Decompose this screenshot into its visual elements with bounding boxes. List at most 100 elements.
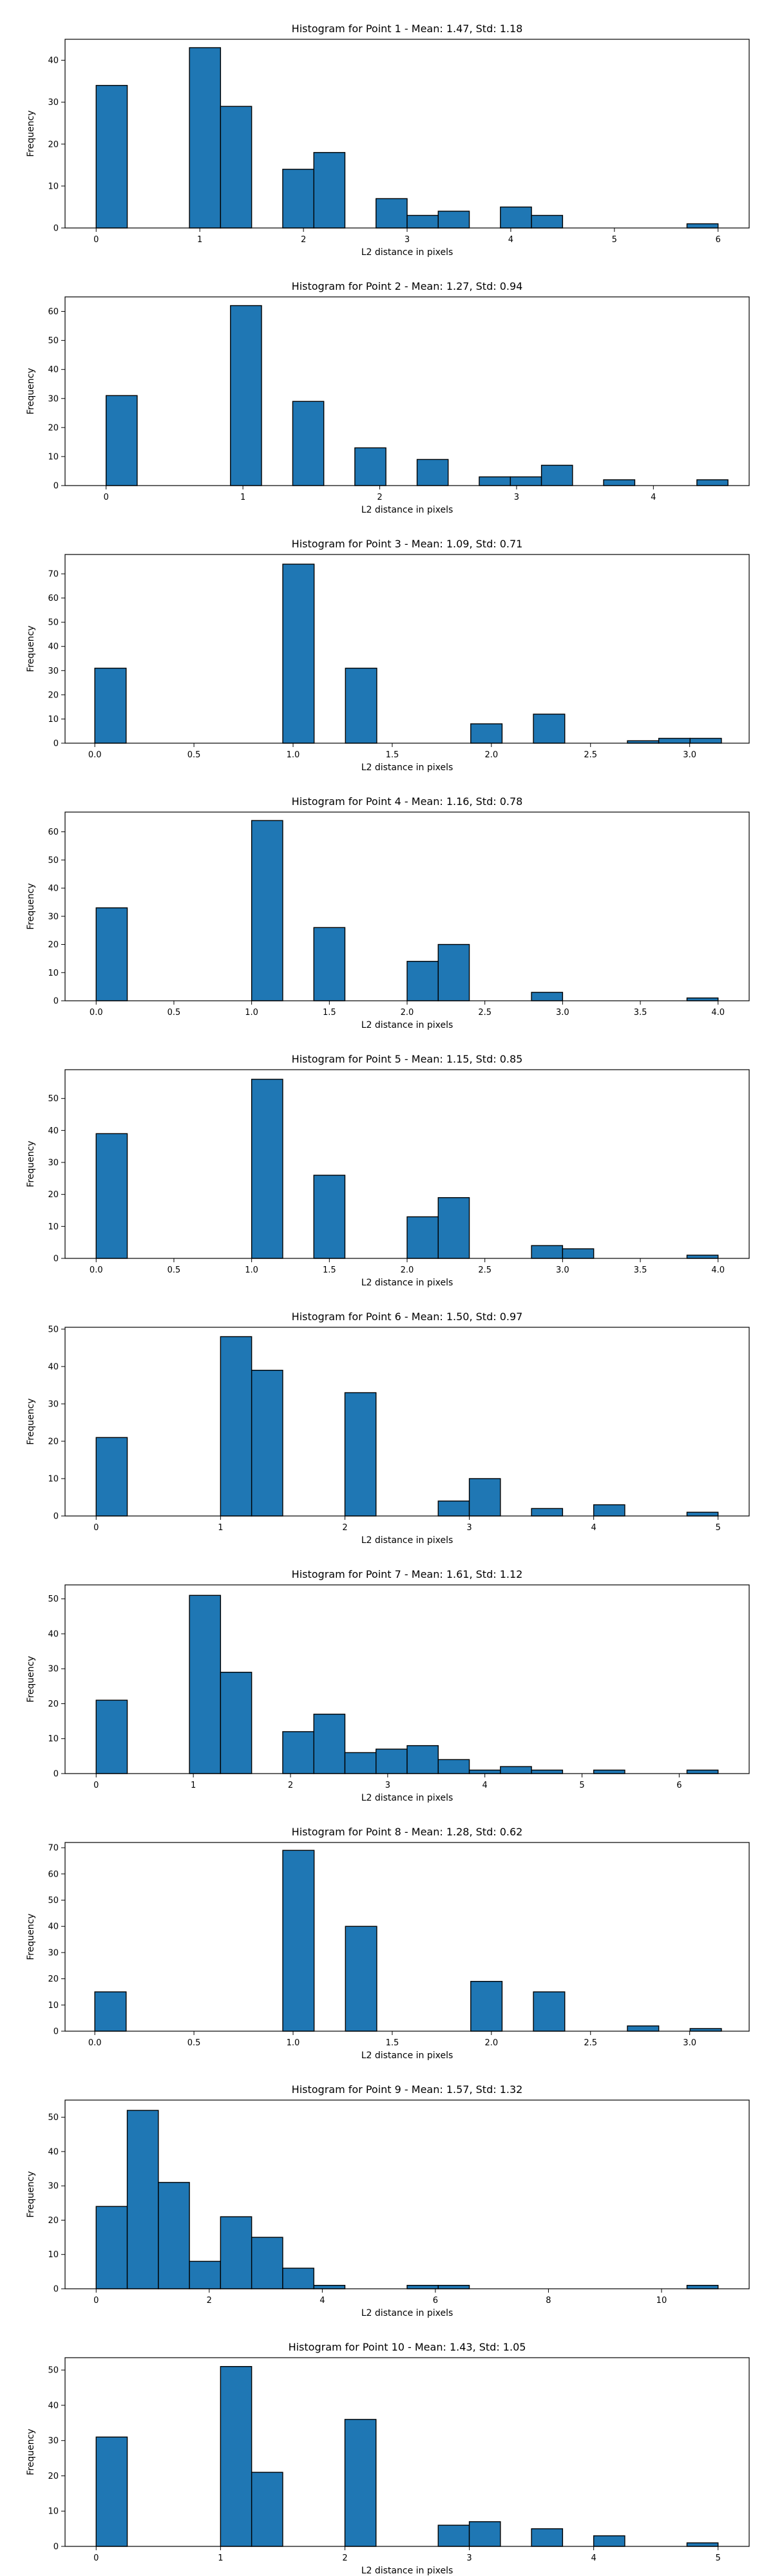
histogram-bar xyxy=(416,459,449,486)
histogram-bar xyxy=(593,1769,625,1774)
histogram-bar xyxy=(627,2025,660,2032)
histogram-bar xyxy=(696,479,729,486)
y-tick-label: 30 xyxy=(48,667,59,676)
x-tick-label: 0 xyxy=(104,493,109,502)
histogram-bar xyxy=(344,1392,377,1517)
y-axis-label: Frequency xyxy=(26,2429,36,2475)
chart-panel-2: Histogram for Point 2 - Mean: 1.27, Std:… xyxy=(26,280,750,515)
y-tick-label: 40 xyxy=(48,1629,59,1639)
bars xyxy=(95,2365,719,2547)
histogram-bar xyxy=(406,961,439,1001)
y-tick-label: 20 xyxy=(48,1190,59,1200)
histogram-bar xyxy=(344,1752,377,1774)
y-tick-label: 50 xyxy=(48,1896,59,1906)
x-tick-label: 3 xyxy=(385,1781,390,1790)
x-tick-label: 1.0 xyxy=(245,1265,258,1275)
x-tick-label: 6 xyxy=(433,2296,438,2306)
histogram-bar xyxy=(158,2182,190,2289)
x-tick-label: 3 xyxy=(405,235,410,245)
bars xyxy=(95,1595,719,1774)
y-tick-label: 40 xyxy=(48,2401,59,2410)
y-tick-label: 40 xyxy=(48,642,59,652)
histogram-bar xyxy=(189,2260,222,2289)
y-tick-label: 60 xyxy=(48,594,59,603)
histogram-bar xyxy=(406,2284,439,2289)
axes-frame xyxy=(64,554,750,744)
x-tick-label: 1.0 xyxy=(287,2038,300,2048)
x-tick-label: 5 xyxy=(716,1523,721,1533)
histogram-bar xyxy=(437,1197,470,1259)
bars xyxy=(95,2110,719,2289)
chart-panel-4: Histogram for Point 4 - Mean: 1.16, Std:… xyxy=(26,795,750,1030)
histogram-bar xyxy=(500,206,532,229)
histogram-bar xyxy=(220,1671,253,1774)
y-axis-label: Frequency xyxy=(26,2171,36,2217)
histogram-bar xyxy=(437,1501,470,1517)
histogram-bar xyxy=(686,997,719,1001)
x-axis-label: L2 distance in pixels xyxy=(361,1278,453,1288)
x-axis-label: L2 distance in pixels xyxy=(361,1535,453,1546)
y-tick-label: 70 xyxy=(48,1844,59,1853)
y-tick-label: 10 xyxy=(48,1474,59,1484)
y-tick-label: 10 xyxy=(48,1734,59,1744)
histogram-bar xyxy=(686,2542,719,2547)
histogram-bar xyxy=(376,1748,408,1774)
y-tick-label: 30 xyxy=(48,394,59,404)
x-axis-label: L2 distance in pixels xyxy=(361,2308,453,2318)
y-tick-label: 60 xyxy=(48,1870,59,1879)
x-tick-label: 5 xyxy=(716,2553,721,2563)
y-tick-label: 40 xyxy=(48,56,59,66)
histogram-bar xyxy=(282,169,314,229)
y-tick-label: 20 xyxy=(48,1975,59,1984)
histogram-bar xyxy=(470,723,503,744)
y-tick-label: 30 xyxy=(48,1159,59,1168)
bars xyxy=(95,1079,719,1259)
y-tick-label: 0 xyxy=(53,482,59,491)
histogram-bar xyxy=(313,1714,346,1774)
y-tick-label: 60 xyxy=(48,307,59,317)
x-tick-label: 4 xyxy=(591,1523,596,1533)
y-tick-label: 50 xyxy=(48,2113,59,2123)
x-tick-label: 2 xyxy=(342,2553,347,2563)
chart-title: Histogram for Point 9 - Mean: 1.57, Std:… xyxy=(292,2083,523,2096)
y-tick-label: 20 xyxy=(48,1700,59,1709)
chart-panel-8: Histogram for Point 8 - Mean: 1.28, Std:… xyxy=(26,1826,750,2061)
chart-title: Histogram for Point 10 - Mean: 1.43, Std… xyxy=(289,2341,526,2353)
histogram-bar xyxy=(531,2528,564,2547)
bars xyxy=(95,1336,719,1517)
x-axis-label: L2 distance in pixels xyxy=(361,2050,453,2061)
x-tick-label: 4 xyxy=(320,2296,325,2306)
histogram-bar xyxy=(313,927,346,1001)
y-tick-label: 40 xyxy=(48,2147,59,2157)
axes-frame xyxy=(64,2357,750,2547)
y-tick-label: 10 xyxy=(48,969,59,978)
chart-panel-7: Histogram for Point 7 - Mean: 1.61, Std:… xyxy=(26,1568,750,1803)
y-tick-label: 10 xyxy=(48,452,59,462)
x-tick-label: 3.0 xyxy=(683,2038,696,2048)
chart-title: Histogram for Point 4 - Mean: 1.16, Std:… xyxy=(292,795,523,808)
x-tick-label: 8 xyxy=(546,2296,551,2306)
histogram-bar xyxy=(94,667,127,744)
y-tick-label: 0 xyxy=(53,1255,59,1264)
x-tick-label: 4 xyxy=(591,2553,596,2563)
x-tick-label: 3.0 xyxy=(556,1008,569,1018)
y-tick-label: 70 xyxy=(48,570,59,580)
x-tick-label: 0.0 xyxy=(88,2038,102,2048)
bars xyxy=(94,564,722,744)
histogram-bar xyxy=(437,1759,470,1774)
y-tick-label: 20 xyxy=(48,690,59,700)
x-tick-label: 2 xyxy=(207,2296,212,2306)
chart-panel-9: Histogram for Point 9 - Mean: 1.57, Std:… xyxy=(26,2083,750,2318)
x-tick-label: 3.5 xyxy=(634,1008,647,1018)
y-axis-label: Frequency xyxy=(26,1141,36,1187)
histogram-bar xyxy=(593,2535,625,2547)
histogram-bar xyxy=(220,106,253,229)
x-axis-label: L2 distance in pixels xyxy=(361,762,453,773)
histogram-bar xyxy=(468,1769,501,1774)
x-tick-label: 3.0 xyxy=(556,1265,569,1275)
histogram-bar xyxy=(510,476,542,486)
x-tick-label: 2.0 xyxy=(484,2038,498,2048)
x-tick-label: 3.5 xyxy=(634,1265,647,1275)
y-tick-label: 0 xyxy=(53,997,59,1007)
y-tick-label: 20 xyxy=(48,2472,59,2481)
